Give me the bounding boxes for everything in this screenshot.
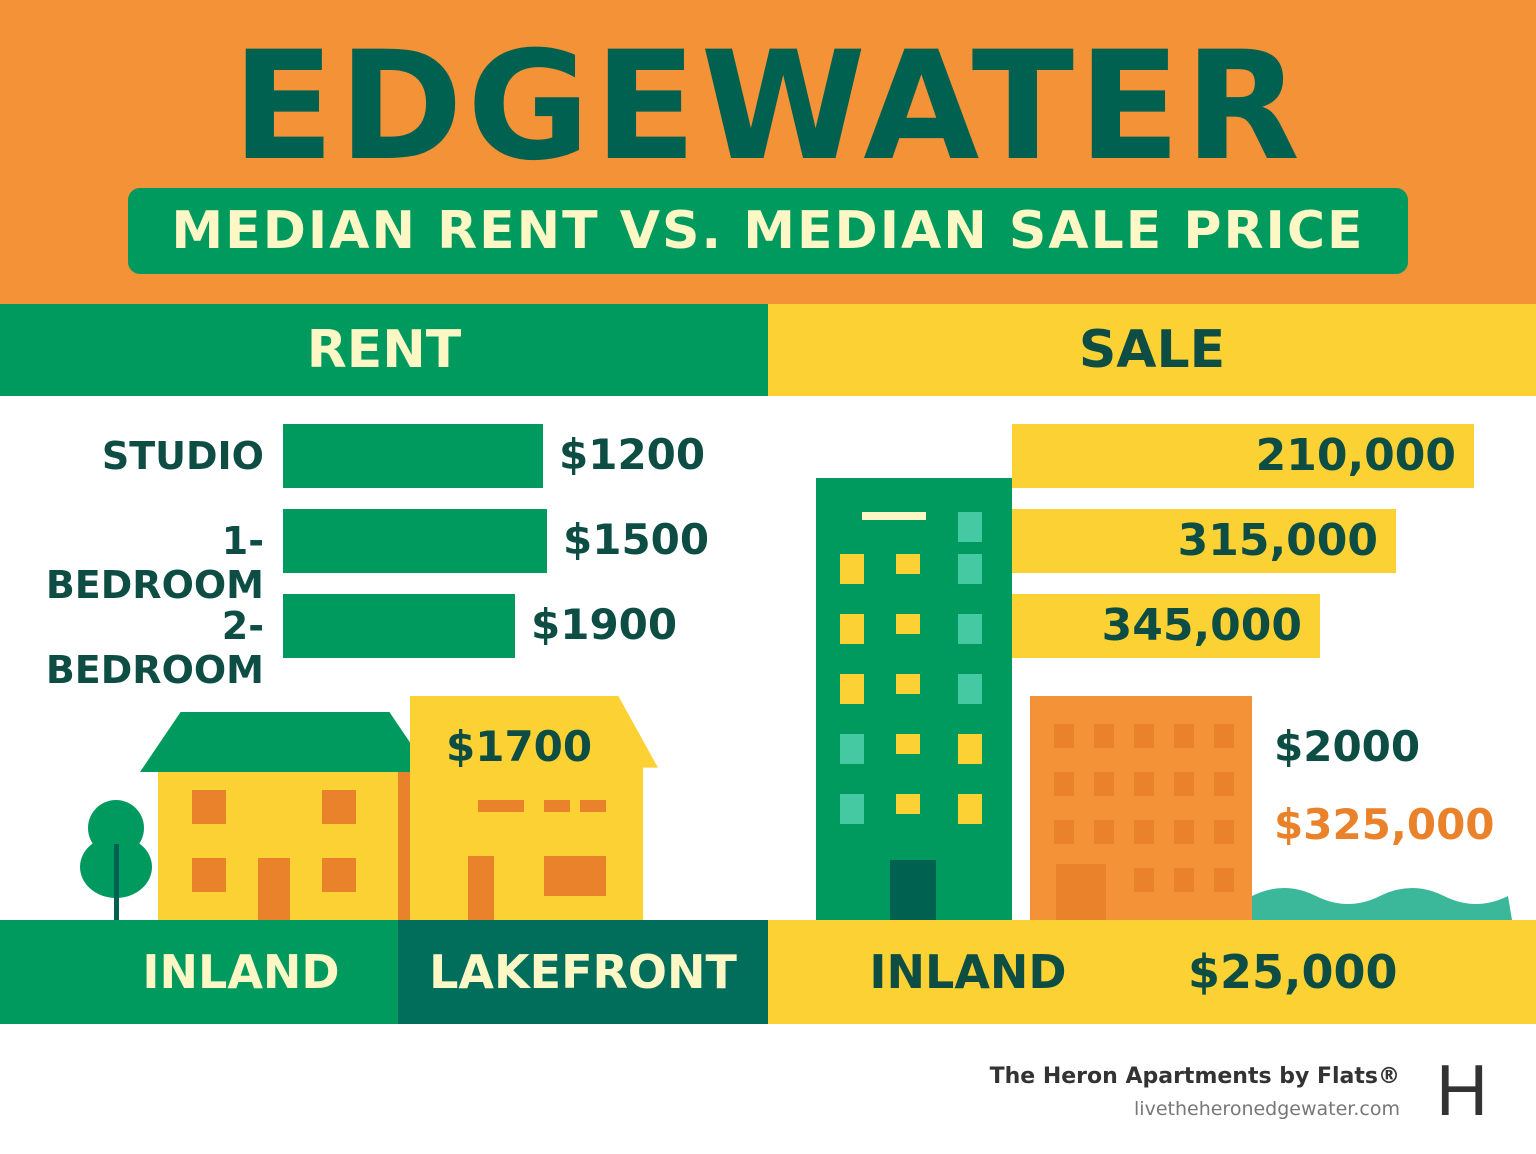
window — [840, 794, 864, 824]
orange-building-icon — [1030, 696, 1252, 920]
window — [958, 554, 982, 584]
sale-price-value: $325,000 — [1274, 800, 1495, 849]
window — [896, 614, 920, 634]
window — [1134, 868, 1154, 892]
window — [896, 554, 920, 574]
window — [1174, 724, 1194, 748]
brand-url[interactable]: livetheheronedgewater.com — [1134, 1098, 1400, 1120]
rent-value-label: $1500 — [563, 515, 710, 564]
subtitle-banner: MEDIAN RENT VS. MEDIAN SALE PRICE — [128, 188, 1408, 274]
window — [896, 794, 920, 814]
lakefront-rent-value: $1700 — [446, 722, 593, 771]
window — [958, 794, 982, 824]
window — [840, 614, 864, 644]
sale-rent-value: $2000 — [1274, 722, 1421, 771]
brand-name: The Heron Apartments by Flats® — [989, 1064, 1400, 1089]
window — [1054, 772, 1074, 796]
sale-bar: 210,000 — [1012, 424, 1474, 488]
rent-category-label: 2-BEDROOM — [45, 604, 264, 692]
window — [1174, 772, 1194, 796]
water-waves-icon — [1252, 888, 1512, 920]
window — [1174, 820, 1194, 844]
window — [1134, 724, 1154, 748]
sale-header: SALE — [768, 304, 1536, 396]
window — [1094, 724, 1114, 748]
rent-category-label: 1-BEDROOM — [45, 519, 264, 607]
sale-bar: 345,000 — [1012, 594, 1320, 658]
window — [1094, 772, 1114, 796]
rent-value-label: $1200 — [559, 430, 706, 479]
rent-bar — [283, 594, 515, 658]
rent-header: RENT — [0, 304, 768, 396]
window — [840, 734, 864, 764]
window — [1094, 820, 1114, 844]
window — [958, 734, 982, 764]
window — [1174, 868, 1194, 892]
tower-building-icon — [816, 478, 1012, 920]
window — [958, 614, 982, 644]
sale-inland-label: INLAND — [768, 920, 1168, 1024]
rent-value-label: $1900 — [531, 600, 678, 649]
window — [840, 554, 864, 584]
sale-bar: 315,000 — [1012, 509, 1396, 573]
inland-house-icon — [140, 712, 430, 920]
window — [1214, 724, 1234, 748]
window — [896, 674, 920, 694]
window — [1054, 724, 1074, 748]
window — [1054, 820, 1074, 844]
window — [1214, 772, 1234, 796]
window — [958, 512, 982, 542]
window — [1214, 868, 1234, 892]
brand-logo: H — [1436, 1051, 1488, 1131]
rent-lakefront-label: LAKEFRONT — [398, 920, 768, 1024]
window — [958, 674, 982, 704]
window — [896, 734, 920, 754]
window — [1134, 820, 1154, 844]
window — [1214, 820, 1234, 844]
tree-icon — [80, 800, 152, 920]
window — [840, 674, 864, 704]
rent-bar — [283, 509, 547, 573]
rent-bar — [283, 424, 543, 488]
page-title: EDGEWATER — [231, 20, 1304, 194]
lakefront-house-icon — [410, 696, 658, 920]
rent-category-label: STUDIO — [101, 434, 264, 478]
sale-footer-value: $25,000 — [1168, 920, 1536, 1024]
rent-inland-label: INLAND — [0, 920, 398, 1024]
window — [1134, 772, 1154, 796]
